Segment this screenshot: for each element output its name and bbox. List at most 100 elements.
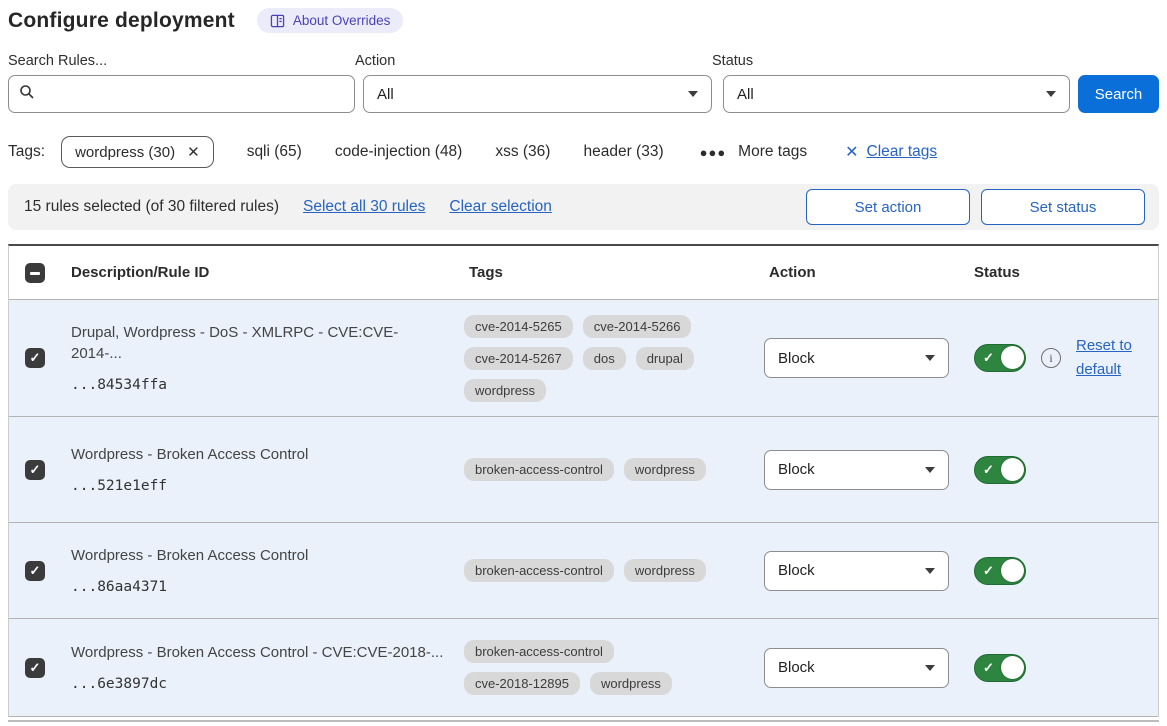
search-button[interactable]: Search	[1078, 75, 1159, 113]
search-icon	[19, 84, 35, 105]
rule-action-select[interactable]: Block	[764, 449, 949, 490]
rule-id: ...84534ffa	[71, 376, 168, 393]
selection-links: Select all 30 rules Clear selection	[303, 198, 552, 216]
rule-description: Wordpress - Broken Access Control	[71, 445, 309, 463]
tag-pill: drupal	[635, 346, 694, 370]
row-checkbox-cell: ✓	[9, 348, 66, 368]
rule-status-cell: ✓	[964, 556, 1158, 585]
x-icon: ✕	[845, 144, 859, 161]
status-toggle[interactable]: ✓	[974, 455, 1026, 484]
rule-description-cell: Wordpress - Broken Access Control ...521…	[66, 431, 464, 508]
search-input-wrapper	[8, 75, 355, 113]
rule-action-cell: Block	[764, 449, 964, 490]
row-checkbox[interactable]: ✓	[25, 560, 45, 581]
rule-action-value: Block	[778, 659, 815, 676]
rule-action-value: Block	[778, 349, 815, 367]
filter-bar: Search Rules... Action All Status	[8, 53, 1159, 113]
rule-status-cell: ✓ i Reset to default	[964, 334, 1158, 382]
column-header-action: Action	[769, 264, 816, 281]
rule-action-cell: Block	[764, 338, 964, 378]
search-rules-field: Search Rules...	[8, 53, 355, 113]
reset-to-default-link[interactable]: Reset to default	[1076, 337, 1132, 378]
tag-pill: cve-2014-5267	[464, 346, 573, 370]
tag-pill: cve-2014-5265	[464, 314, 573, 338]
rule-description-cell: Drupal, Wordpress - DoS - XMLRPC - CVE:C…	[66, 309, 464, 407]
set-status-button[interactable]: Set status	[981, 189, 1145, 225]
table-row: ✓ Wordpress - Broken Access Control ...5…	[9, 417, 1158, 523]
chevron-down-icon	[925, 567, 935, 574]
tag-link-header[interactable]: header (33)	[583, 143, 664, 160]
x-icon[interactable]: ✕	[187, 144, 200, 161]
tag-link-sqli[interactable]: sqli (65)	[246, 143, 302, 160]
select-all-rules-link[interactable]: Select all 30 rules	[303, 198, 426, 215]
rule-description: Drupal, Wordpress - DoS - XMLRPC - CVE:C…	[71, 324, 399, 362]
selected-tag-label: wordpress (30)	[75, 143, 176, 161]
clear-tags-link[interactable]: ✕ Clear tags	[845, 142, 937, 162]
rule-action-value: Block	[778, 562, 815, 579]
check-icon: ✓	[983, 659, 994, 675]
selection-bar: 15 rules selected (of 30 filtered rules)…	[8, 184, 1159, 230]
tag-link-xss[interactable]: xss (36)	[495, 143, 551, 160]
rule-action-value: Block	[778, 461, 815, 478]
rule-description: Wordpress - Broken Access Control	[71, 546, 309, 564]
search-input[interactable]	[43, 84, 344, 104]
tag-pill: broken-access-control	[464, 640, 614, 663]
bulk-action-buttons: Set action Set status	[806, 189, 1145, 225]
configure-deployment-page: Configure deployment About Overrides Sea…	[0, 8, 1167, 722]
tag-pill: cve-2018-12895	[464, 672, 580, 695]
select-all-checkbox[interactable]	[25, 263, 45, 284]
toggle-knob	[1001, 558, 1024, 582]
clear-selection-link[interactable]: Clear selection	[449, 198, 552, 215]
rule-tags: broken-access-control cve-2018-12895 wordp…	[464, 628, 734, 707]
toggle-knob	[1001, 655, 1024, 679]
ellipsis-icon: ●●●	[699, 144, 727, 160]
clear-tags-label: Clear tags	[866, 143, 938, 160]
row-checkbox[interactable]: ✓	[25, 657, 45, 678]
column-header-status: Status	[974, 264, 1020, 281]
chevron-down-icon	[1046, 91, 1056, 97]
status-filter-label: Status	[712, 53, 754, 69]
tags-bar: Tags: wordpress (30) ✕ sqli (65) code-in…	[8, 133, 1159, 171]
rule-action-select[interactable]: Block	[764, 550, 949, 591]
book-icon	[270, 14, 285, 28]
selection-summary: 15 rules selected (of 30 filtered rules)	[24, 198, 280, 215]
about-overrides-label: About Overrides	[292, 13, 391, 28]
status-filter-select[interactable]: All	[723, 75, 1070, 113]
tag-pill: broken-access-control	[464, 559, 614, 582]
about-overrides-badge[interactable]: About Overrides	[256, 8, 404, 33]
rule-action-select[interactable]: Block	[764, 647, 949, 688]
search-rules-label: Search Rules...	[8, 53, 108, 69]
rule-action-select[interactable]: Block	[764, 338, 949, 378]
action-filter-label: Action	[355, 53, 396, 69]
row-checkbox-cell: ✓	[9, 560, 66, 581]
rule-description: Wordpress - Broken Access Control - CVE:…	[71, 643, 444, 661]
check-icon: ✓	[983, 461, 994, 477]
column-header-description: Description/Rule ID	[71, 264, 210, 281]
selected-tag-wordpress[interactable]: wordpress (30) ✕	[61, 136, 214, 168]
more-tags-button[interactable]: ●●● More tags	[700, 143, 807, 161]
row-checkbox-cell: ✓	[9, 459, 66, 480]
info-icon[interactable]: i	[1041, 348, 1061, 368]
chevron-down-icon	[925, 355, 935, 361]
row-checkbox[interactable]: ✓	[25, 459, 45, 480]
status-toggle[interactable]: ✓	[974, 556, 1026, 585]
chevron-down-icon	[688, 91, 698, 97]
set-action-button[interactable]: Set action	[806, 189, 970, 225]
tag-link-code-injection[interactable]: code-injection (48)	[334, 143, 463, 160]
row-checkbox[interactable]: ✓	[25, 348, 45, 368]
action-filter-field: Action All	[355, 53, 712, 113]
tag-pill: wordpress	[623, 458, 706, 481]
header-checkbox-cell	[9, 262, 66, 284]
rule-action-cell: Block	[764, 647, 964, 688]
rule-id: ...86aa4371	[71, 579, 168, 596]
action-filter-select[interactable]: All	[363, 75, 712, 113]
status-toggle[interactable]: ✓	[974, 344, 1026, 372]
tag-pill: dos	[582, 346, 626, 370]
table-body: ✓ Drupal, Wordpress - DoS - XMLRPC - CVE…	[9, 300, 1158, 717]
table-header-row: Description/Rule ID Tags Action Status	[9, 246, 1158, 300]
tag-pill: wordpress	[623, 559, 706, 582]
tag-pill: wordpress	[589, 672, 672, 695]
tag-pill: broken-access-control	[464, 458, 614, 481]
status-toggle[interactable]: ✓	[974, 653, 1026, 682]
rule-tags: broken-access-control wordpress	[464, 547, 734, 594]
